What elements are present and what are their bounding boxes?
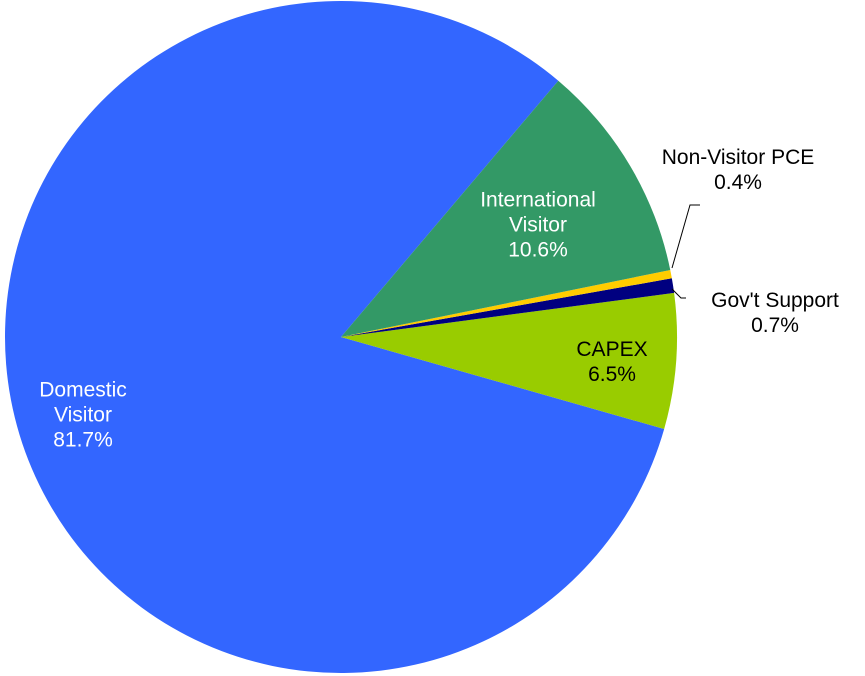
category-label: Non-Visitor PCE: [661, 146, 815, 169]
category-label: CAPEX: [576, 338, 648, 361]
pie-slice: [341, 270, 672, 337]
slice-label: CAPEX 6.5%: [552, 337, 672, 387]
pie-slice: [5, 0, 665, 673]
pie-slice: [341, 292, 677, 429]
value-label: 0.4%: [714, 171, 762, 194]
slice-label: Domestic Visitor 81.7%: [18, 378, 148, 453]
category-label: International Visitor: [480, 188, 596, 237]
leader-line: [671, 288, 686, 299]
pie-slice: [341, 80, 671, 337]
pie-slice: [341, 278, 675, 337]
leader-line: [671, 204, 700, 269]
slice-label: Non-Visitor PCE 0.4%: [658, 145, 818, 195]
slice-label: Gov't Support 0.7%: [680, 288, 865, 338]
category-label: Gov't Support: [711, 289, 839, 312]
category-label: Domestic Visitor: [39, 378, 127, 427]
value-label: 0.7%: [751, 314, 799, 337]
value-label: 81.7%: [53, 428, 113, 452]
value-label: 10.6%: [508, 238, 568, 262]
value-label: 6.5%: [588, 363, 636, 386]
slice-label: International Visitor 10.6%: [453, 188, 623, 263]
